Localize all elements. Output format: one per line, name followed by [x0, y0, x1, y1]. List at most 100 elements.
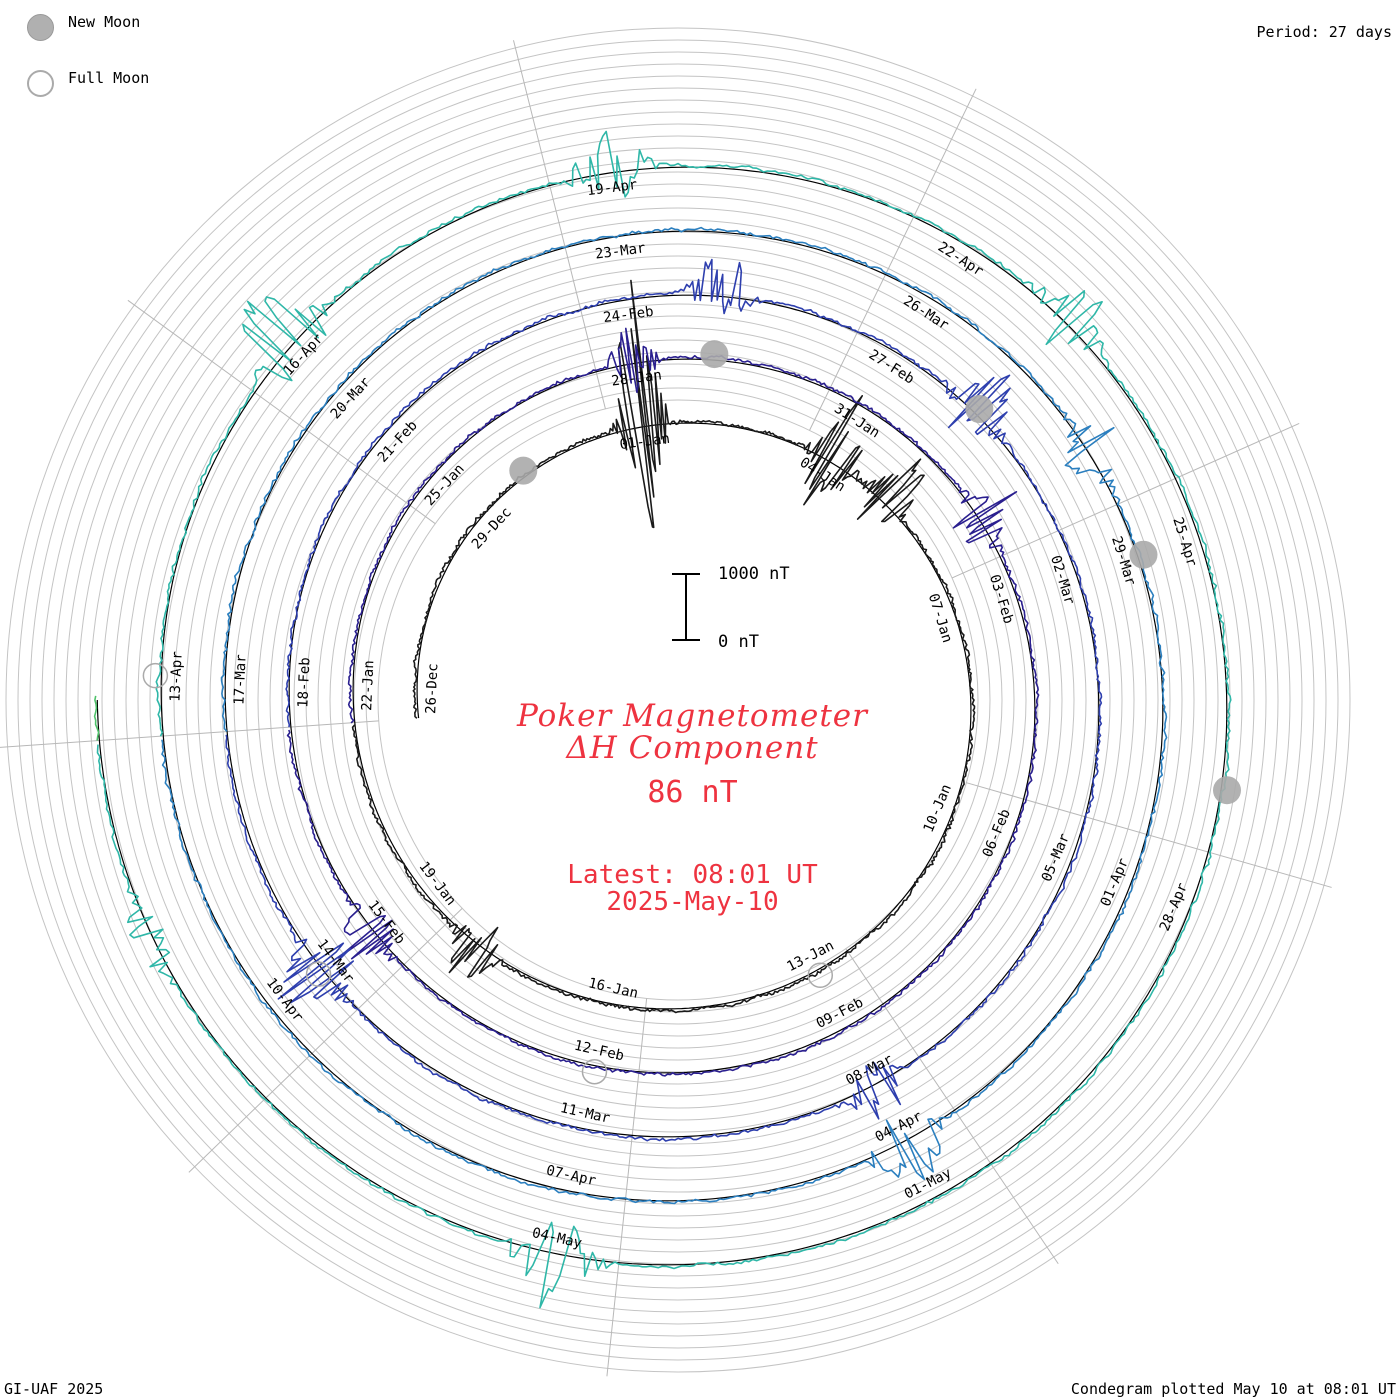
- grid-ring: [29, 51, 1327, 1349]
- date-label: 27-Feb: [866, 347, 917, 388]
- grid-ring: [41, 63, 1315, 1337]
- grid-ring: [5, 27, 1351, 1373]
- trace-period-5: [96, 130, 1232, 1309]
- date-label: 17-Mar: [231, 654, 249, 705]
- grid-ring: [113, 135, 1243, 1265]
- grid-ring: [137, 159, 1219, 1241]
- legend-new-moon: New Moon: [27, 12, 141, 41]
- date-label: 24-Feb: [602, 304, 654, 326]
- scale-bottom-label: 0 nT: [718, 632, 759, 652]
- latest-time: Latest: 08:01 UT: [567, 860, 818, 890]
- grid-ring: [77, 99, 1279, 1301]
- grid-ring: [161, 183, 1195, 1217]
- full-moon-marker: [581, 1058, 608, 1085]
- date-label: 22-Jan: [359, 660, 377, 711]
- trace-period-3: [225, 258, 1103, 1142]
- date-label: 01-May: [902, 1165, 954, 1202]
- full-moon-marker: [142, 662, 169, 689]
- full-moon-marker: [807, 962, 834, 989]
- grid-ring: [209, 231, 1147, 1169]
- scale-bar: 1000 nT 0 nT: [672, 564, 790, 652]
- grid-spoke: [606, 998, 648, 1377]
- legend-new-moon-label: New Moon: [68, 12, 141, 31]
- grid-ring: [149, 171, 1207, 1229]
- new-moon-marker: [965, 395, 994, 424]
- grid-spoke: [809, 88, 977, 431]
- grid-ring: [377, 399, 979, 1001]
- grid-spoke: [513, 40, 606, 410]
- legend-full-moon-label: Full Moon: [68, 68, 150, 87]
- new-moon-marker: [1213, 776, 1242, 805]
- grid-ring: [17, 39, 1339, 1361]
- date-label: 21-Feb: [375, 418, 421, 466]
- trace-period-4: [161, 226, 1168, 1205]
- grid-ring: [65, 87, 1291, 1313]
- new-moon-marker: [509, 456, 538, 485]
- new-moon-marker: [700, 340, 729, 369]
- grid-ring: [293, 315, 1063, 1085]
- current-value: 86 nT: [647, 775, 738, 810]
- date-label: 28-Jan: [611, 367, 663, 389]
- grid-ring: [173, 195, 1183, 1205]
- date-label: 13-Apr: [167, 651, 185, 702]
- grid-ring: [101, 123, 1255, 1277]
- date-label: 07-Jan: [925, 592, 955, 645]
- grid-ring: [233, 255, 1123, 1145]
- grid-ring: [353, 375, 1003, 1025]
- date-label: 01-Jan: [619, 431, 671, 453]
- date-label: 07-Apr: [545, 1163, 598, 1190]
- trace-period-6: [93, 695, 100, 741]
- latest-date: 2025-May-10: [606, 887, 779, 917]
- date-label: 29-Dec: [469, 504, 515, 552]
- baseline-line: [96, 166, 1228, 1266]
- plotted-label: Condegram plotted May 10 at 08:01 UT: [1070, 1380, 1396, 1398]
- chart-title: Poker Magnetometer: [517, 698, 868, 734]
- trace-period-2: [286, 327, 1040, 1077]
- date-label: 26-Dec: [423, 663, 441, 714]
- date-label: 19-Apr: [586, 177, 638, 199]
- grid-ring: [341, 363, 1015, 1037]
- grid-ring: [53, 75, 1303, 1325]
- grid-ring: [245, 267, 1111, 1133]
- date-label: 22-Apr: [935, 239, 986, 280]
- full-moon-icon: [27, 70, 54, 97]
- grid-spokes: [0, 40, 1332, 1377]
- new-moon-icon: [27, 14, 54, 41]
- scale-top-label: 1000 nT: [718, 564, 790, 584]
- grid-spoke: [845, 948, 1059, 1265]
- period-label: Period: 27 days: [1256, 23, 1392, 41]
- date-label: 18-Feb: [295, 657, 313, 708]
- date-label: 25-Apr: [1169, 515, 1199, 568]
- grid-spoke: [127, 299, 436, 525]
- grid-ring: [317, 339, 1039, 1061]
- date-label: 16-Jan: [587, 975, 640, 1002]
- grid-spoke: [951, 422, 1300, 579]
- date-label: 26-Mar: [900, 293, 951, 334]
- date-label: 16-Apr: [281, 331, 327, 379]
- new-moon-marker: [1129, 540, 1158, 569]
- chart-subtitle: ΔH Component: [566, 730, 819, 766]
- date-label: 09-Feb: [814, 995, 866, 1032]
- grid-ring: [257, 279, 1099, 1121]
- credit-label: GI-UAF 2025: [4, 1380, 104, 1398]
- grid-ring: [281, 303, 1075, 1097]
- full-moon-marker: [305, 961, 332, 987]
- baseline-spiral: [96, 166, 1228, 1266]
- moon-markers: [142, 340, 1242, 1085]
- grid-spoke: [188, 908, 463, 1173]
- date-label: 03-Feb: [986, 573, 1016, 626]
- grid-rings: [5, 27, 1351, 1373]
- legend-full-moon: Full Moon: [27, 68, 150, 97]
- data-trace: [93, 130, 1232, 1309]
- date-label: 25-Jan: [422, 461, 468, 509]
- grid-ring: [305, 327, 1051, 1073]
- date-label: 23-Mar: [594, 240, 646, 262]
- grid-ring: [221, 243, 1135, 1157]
- grid-spoke: [0, 720, 379, 748]
- grid-ring: [89, 111, 1267, 1289]
- grid-ring: [197, 219, 1159, 1181]
- date-label: 11-Mar: [559, 1100, 612, 1127]
- grid-ring: [329, 351, 1027, 1049]
- grid-ring: [185, 207, 1171, 1193]
